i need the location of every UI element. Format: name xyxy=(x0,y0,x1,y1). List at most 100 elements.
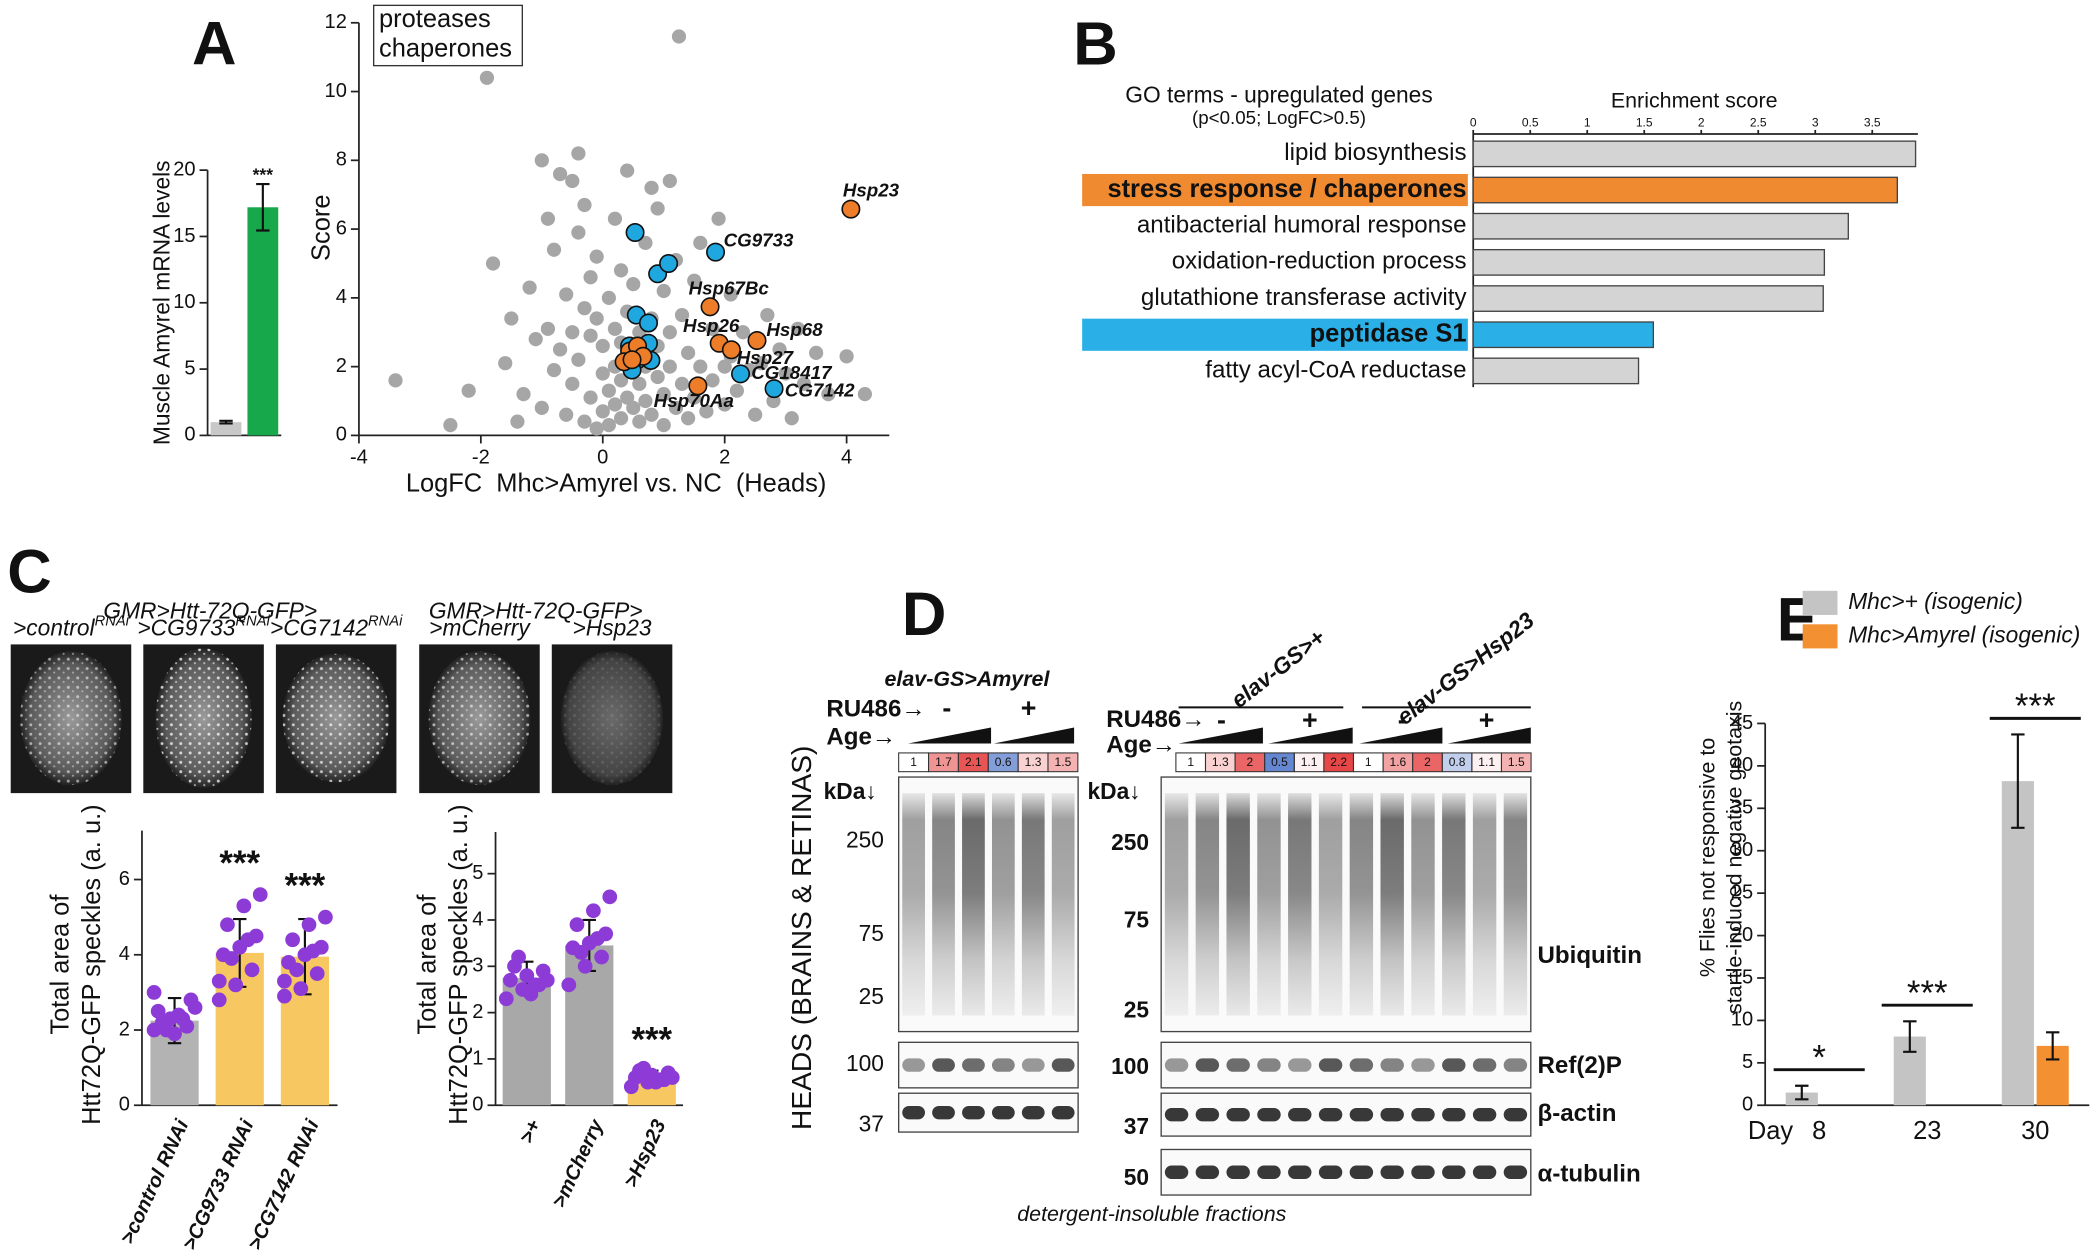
data-point xyxy=(784,411,799,426)
image-label: >CG7142RNAi xyxy=(270,614,403,641)
blot-band xyxy=(1195,1107,1220,1122)
blot-lane xyxy=(1164,793,1189,1016)
blot-frame xyxy=(1160,1041,1532,1089)
blot-lane xyxy=(1380,793,1404,1016)
data-point xyxy=(839,349,854,364)
bar xyxy=(1472,212,1849,240)
x-tick-label: 2 xyxy=(1698,115,1705,129)
blot-band xyxy=(1021,1058,1045,1072)
age-value: 2.1 xyxy=(965,755,982,769)
data-point xyxy=(706,242,726,262)
data-point xyxy=(388,373,403,388)
point-label: Hsp67Bc xyxy=(689,277,770,298)
bar xyxy=(247,207,279,436)
point-label: Hsp26 xyxy=(683,315,740,336)
y-tick-label: 1 xyxy=(472,1047,483,1069)
point-label: CG18417 xyxy=(751,362,833,383)
blot-lane xyxy=(1472,793,1497,1016)
significance: *** xyxy=(253,165,274,185)
age-wedge xyxy=(1447,727,1531,744)
data-point xyxy=(528,332,543,347)
y-tick-label: 0 xyxy=(336,424,347,446)
data-point xyxy=(693,359,708,374)
y-tick-label: 0 xyxy=(119,1094,130,1116)
y-tick-label: glutathione transferase activity xyxy=(1141,284,1467,311)
data-point xyxy=(723,287,738,302)
data-point xyxy=(662,359,677,374)
y-tick-label: 6 xyxy=(119,868,130,890)
mw-marker: 25 xyxy=(1124,997,1150,1023)
data-point xyxy=(700,297,720,317)
bar xyxy=(1472,176,1899,204)
data-point xyxy=(688,376,708,396)
y-tick-label: 5 xyxy=(472,862,483,884)
data-point xyxy=(583,390,598,405)
y-tick-label: 15 xyxy=(173,225,195,247)
treatment: + xyxy=(1302,705,1318,735)
data-point xyxy=(540,211,556,226)
data-point xyxy=(586,903,601,919)
legend-swatch xyxy=(1802,590,1838,615)
data-point xyxy=(601,383,616,398)
x-tick-label: 2 xyxy=(719,446,730,468)
age-value: 1 xyxy=(1365,755,1372,769)
data-point xyxy=(289,962,305,978)
y-tick-label: 3 xyxy=(472,955,483,977)
bar xyxy=(1472,285,1824,312)
blot-band xyxy=(1380,1058,1404,1072)
legend-label: chaperones xyxy=(379,34,512,62)
y-tick-label: peptidase S1 xyxy=(1310,319,1467,347)
data-point xyxy=(534,400,549,416)
y-tick-label: 2 xyxy=(472,1001,483,1023)
blot-lane xyxy=(1288,793,1312,1016)
data-point xyxy=(461,383,476,398)
blot-frame xyxy=(1160,1092,1532,1137)
side-label: HEADS (BRAINS & RETINAS) xyxy=(786,746,817,1130)
data-point xyxy=(577,301,592,316)
y-axis-label: Total area of xyxy=(413,894,441,1035)
y-tick-label: 0 xyxy=(184,424,195,446)
blot-label: Ref(2)P xyxy=(1538,1052,1622,1079)
x-tick-label: >control RNAi xyxy=(117,1116,194,1248)
data-point xyxy=(671,29,687,44)
kda-label: kDa↓ xyxy=(824,778,877,804)
blot-band xyxy=(1051,1058,1075,1072)
data-point xyxy=(841,199,861,219)
bar xyxy=(1472,321,1655,349)
mw-marker: 75 xyxy=(859,920,884,946)
x-tick-label: -4 xyxy=(350,446,368,468)
data-point xyxy=(652,1072,668,1088)
genotype-label: GMR>Htt-72Q-GFP> xyxy=(103,597,317,623)
data-point xyxy=(443,417,458,433)
blot-lane xyxy=(1195,793,1220,1016)
blot-band xyxy=(1411,1165,1435,1179)
y-tick-label: 12 xyxy=(325,11,347,33)
genotype-label: GMR>Htt-72Q-GFP> xyxy=(429,597,643,623)
blot-band xyxy=(1472,1165,1497,1179)
blot-lane xyxy=(991,793,1015,1016)
data-point xyxy=(731,364,751,384)
data-point xyxy=(674,307,690,323)
blot-band xyxy=(1257,1165,1281,1179)
y-tick-label: 4 xyxy=(119,943,130,965)
blot-band xyxy=(1472,1058,1497,1072)
data-point xyxy=(705,373,720,388)
data-point xyxy=(668,400,684,416)
blot-lane xyxy=(1257,793,1281,1016)
treatment: - xyxy=(1217,705,1226,735)
blot-band xyxy=(932,1058,955,1072)
mw-marker: 75 xyxy=(1124,907,1150,933)
data-point xyxy=(681,345,696,360)
data-point xyxy=(504,311,519,326)
data-point xyxy=(601,290,616,305)
data-point xyxy=(479,70,495,85)
y-axis-label: Total area of xyxy=(46,894,74,1035)
data-point xyxy=(571,225,586,240)
bar xyxy=(1472,140,1917,168)
blot-band xyxy=(1318,1058,1343,1072)
blot-band xyxy=(1164,1165,1189,1179)
age-value: 1.6 xyxy=(1390,755,1407,769)
blot-lane xyxy=(1503,793,1528,1016)
blot-band xyxy=(1472,1107,1497,1122)
y-tick-label: 2 xyxy=(119,1018,130,1040)
